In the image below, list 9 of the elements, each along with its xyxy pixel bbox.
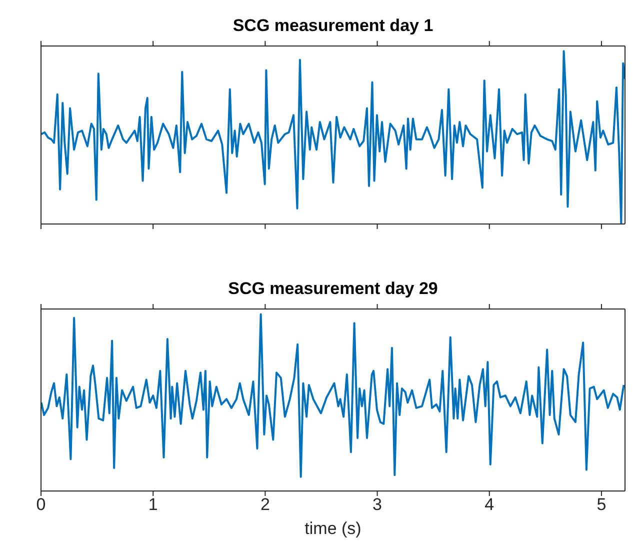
x-tick-label: 2 — [260, 495, 270, 514]
x-tick-label: 0 — [36, 495, 46, 514]
chart-title: SCG measurement day 1 — [232, 16, 434, 36]
x-tick-label: 4 — [484, 495, 494, 514]
chart-title: SCG measurement day 29 — [227, 279, 439, 299]
x-tick-label: 5 — [596, 495, 606, 514]
x-axis-title: time (s) — [304, 519, 362, 539]
x-tick-label: 1 — [148, 495, 158, 514]
x-tick-label: 3 — [372, 495, 382, 514]
